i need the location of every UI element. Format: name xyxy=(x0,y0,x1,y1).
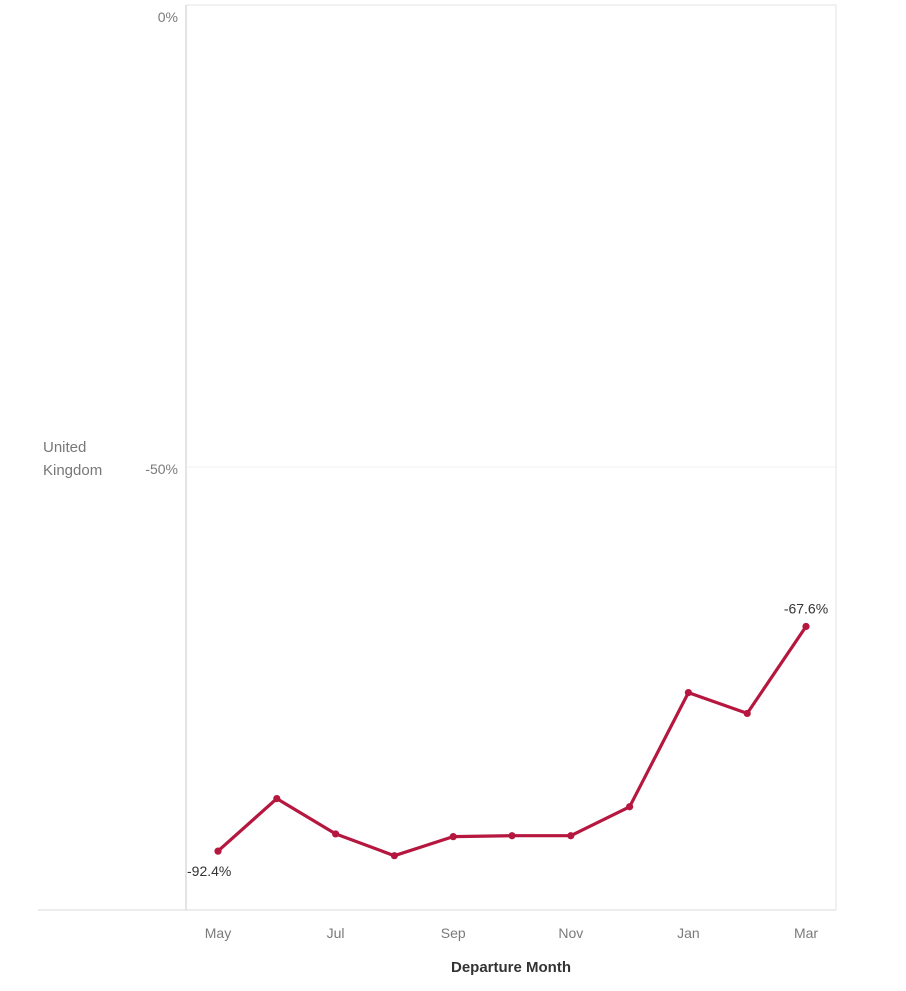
data-point[interactable] xyxy=(626,803,634,811)
data-point[interactable] xyxy=(214,847,222,855)
data-point[interactable] xyxy=(508,832,516,840)
x-axis-ticks: May Jul Sep Nov Jan Mar xyxy=(205,925,819,941)
x-tick-label: May xyxy=(205,925,231,941)
x-tick-label: Mar xyxy=(794,925,818,941)
plot-frame xyxy=(38,4,837,911)
row-label-line-1: United xyxy=(43,439,86,456)
data-point[interactable] xyxy=(743,709,751,718)
x-tick-label: Jan xyxy=(677,925,700,941)
series-line xyxy=(216,624,808,858)
x-tick-label: Sep xyxy=(441,925,466,941)
data-point[interactable] xyxy=(684,688,693,697)
data-label: -92.4% xyxy=(187,863,231,879)
data-point[interactable] xyxy=(273,794,281,803)
data-point[interactable] xyxy=(449,833,457,841)
x-axis-title: Departure Month xyxy=(451,959,571,976)
data-point[interactable] xyxy=(567,832,575,840)
y-axis-ticks: 0% -50% xyxy=(145,9,178,477)
y-tick-label: 0% xyxy=(158,9,178,25)
data-point[interactable] xyxy=(332,830,340,838)
series-layer xyxy=(214,622,810,860)
data-label-layer: -92.4% -67.6% xyxy=(187,600,828,879)
x-tick-label: Nov xyxy=(558,925,583,941)
data-point[interactable] xyxy=(390,852,398,860)
y-tick-label: -50% xyxy=(145,461,178,477)
x-tick-label: Jul xyxy=(327,925,345,941)
row-label-line-2: Kingdom xyxy=(43,462,102,479)
row-header: United Kingdom xyxy=(43,439,102,479)
data-label: -67.6% xyxy=(784,600,828,616)
data-point[interactable] xyxy=(802,622,810,631)
